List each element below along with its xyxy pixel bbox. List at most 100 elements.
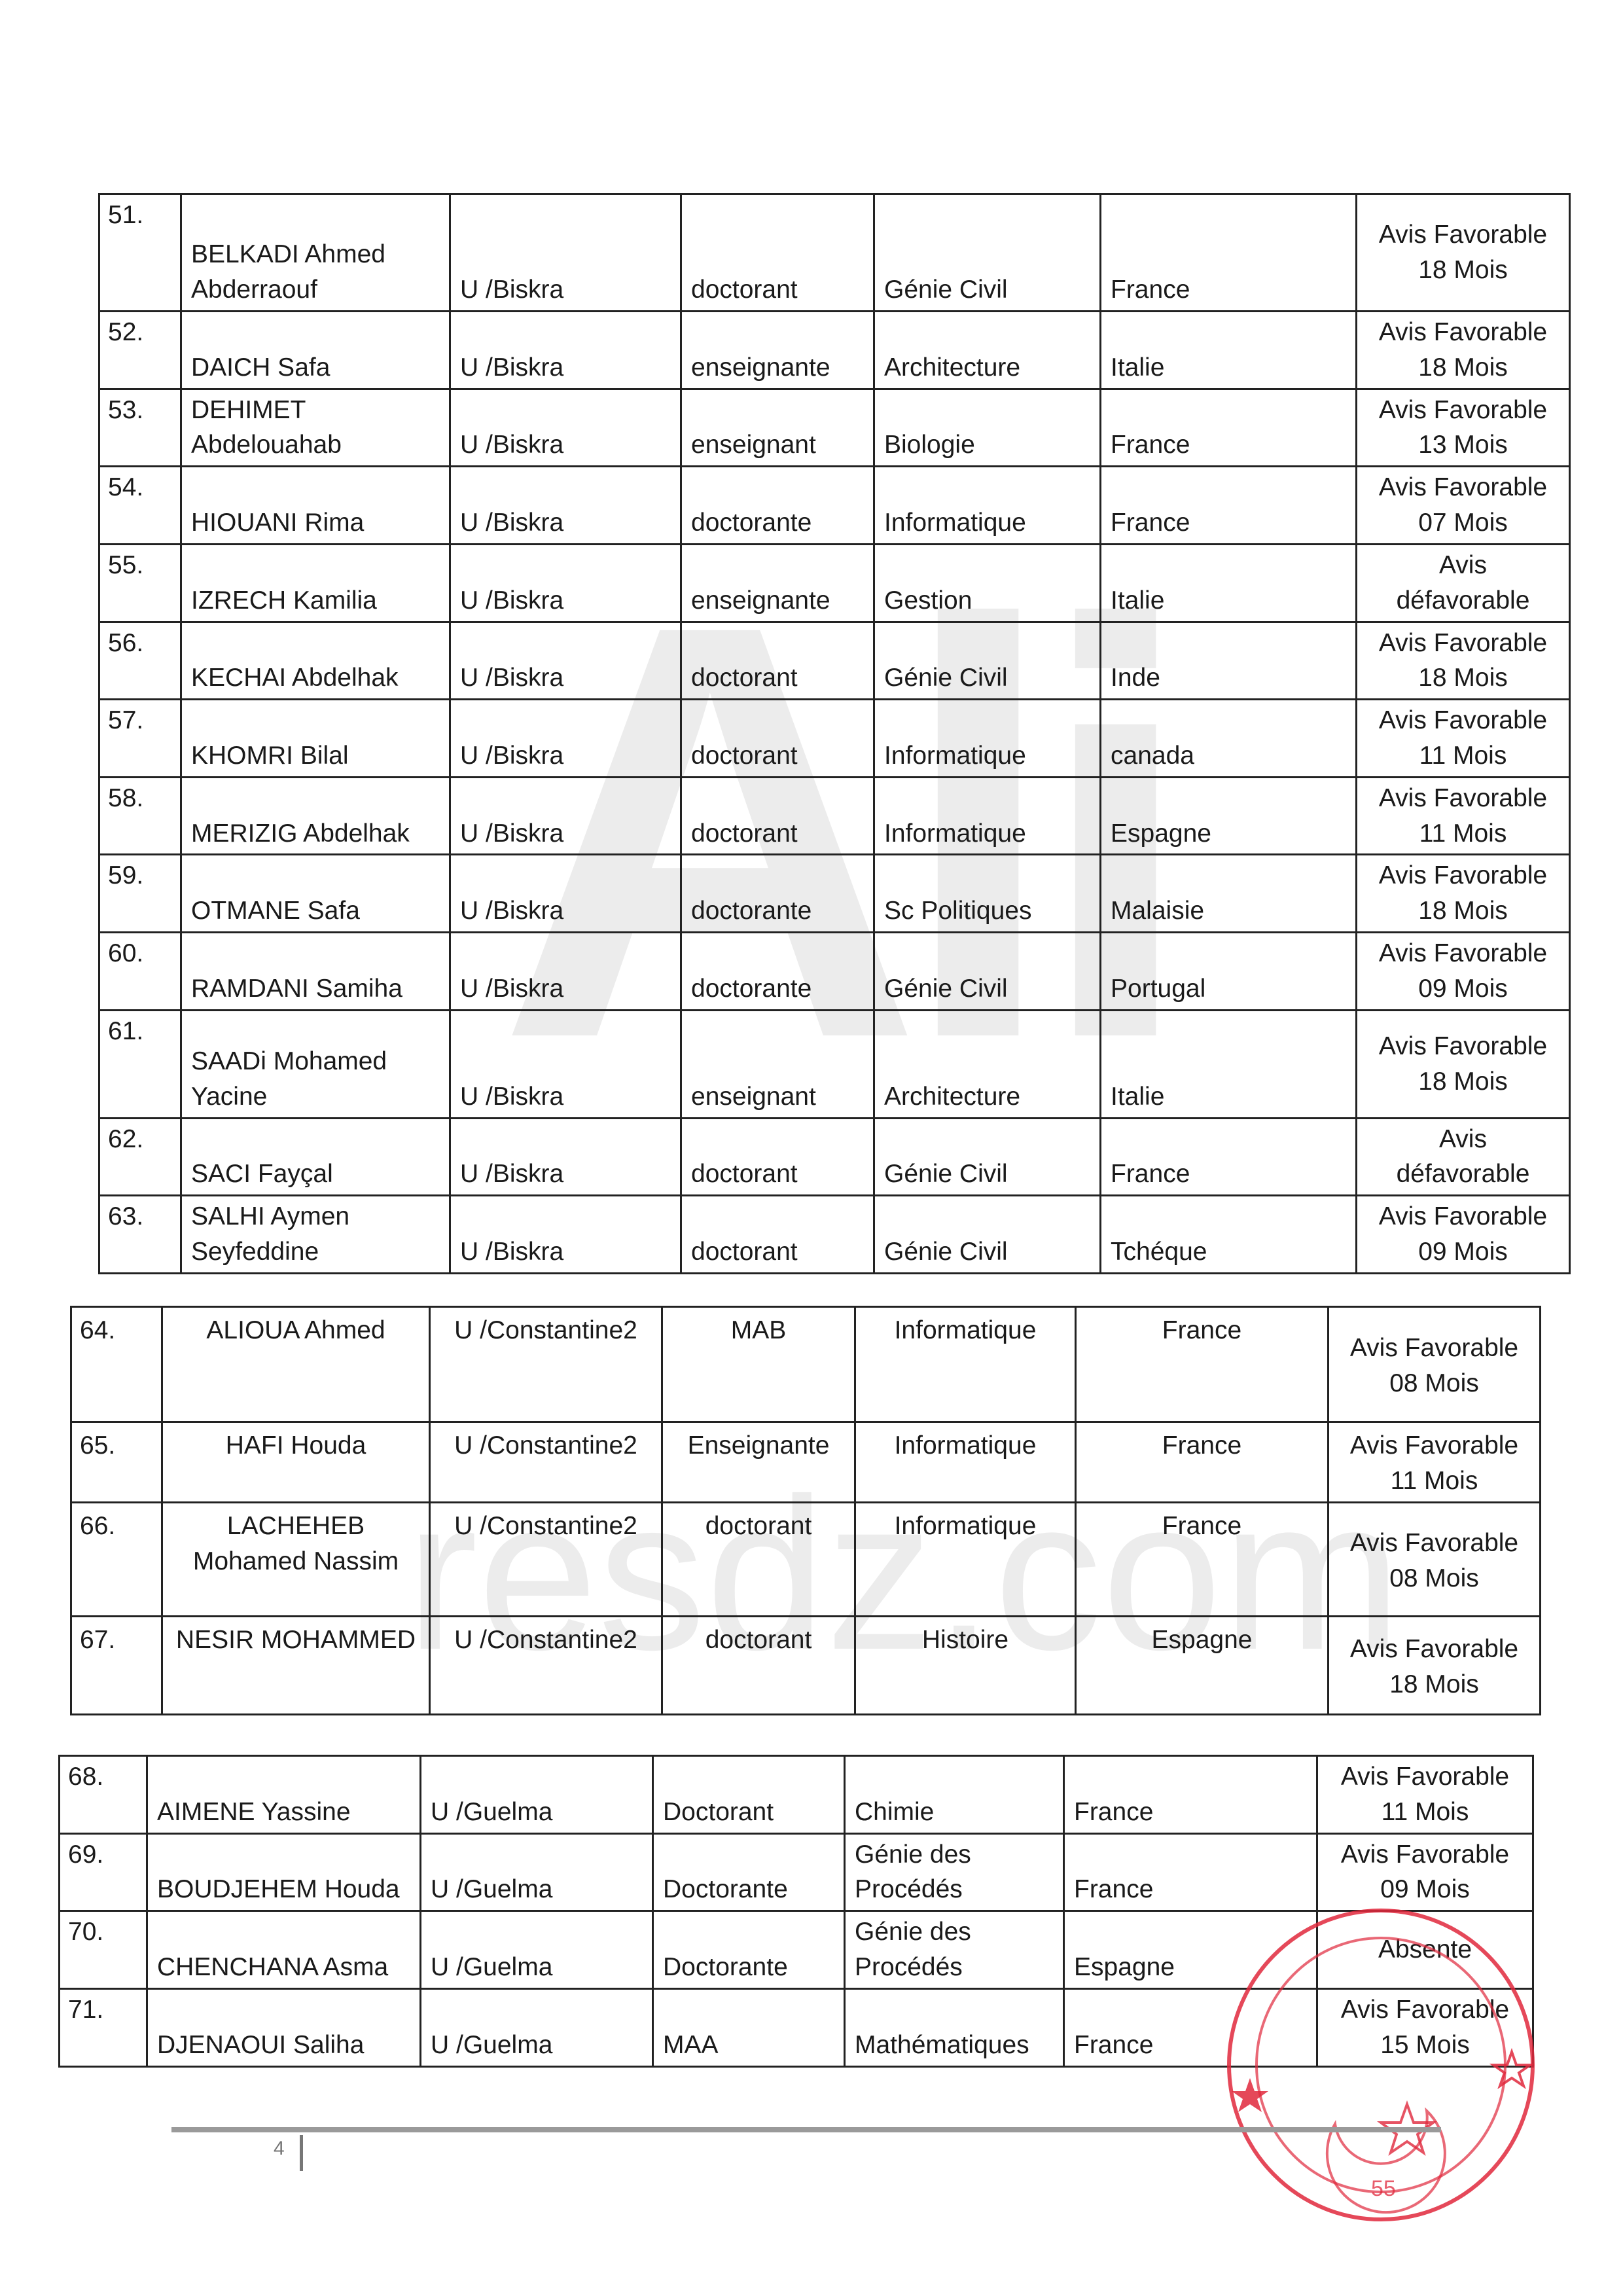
- table-row: 63. SALHI Aymen Seyfeddine U /Biskra doctor…: [98, 1194, 1571, 1274]
- name-cell: SAADi Mohamed Yacine: [180, 1009, 451, 1119]
- country-cell: Italie: [1099, 1009, 1357, 1119]
- university-cell: U /Biskra: [449, 1009, 682, 1119]
- university-cell: U /Guelma: [419, 1832, 654, 1912]
- table-row: 64. ALIOUA Ahmed U /Constantine2 MAB Informa…: [70, 1306, 1541, 1423]
- country-cell: Portugal: [1099, 931, 1357, 1011]
- table-constantine: 64. ALIOUA Ahmed U /Constantine2 MAB Informa…: [70, 1306, 1541, 1715]
- row-number: 63.: [98, 1194, 182, 1274]
- row-number: 65.: [70, 1421, 163, 1503]
- row-number: 69.: [58, 1832, 148, 1912]
- university-cell: U /Biskra: [449, 776, 682, 856]
- country-cell: France: [1099, 193, 1357, 312]
- name-cell: HAFI Houda: [161, 1421, 431, 1503]
- decision-cell: Avis Favorable 15 Mois: [1316, 1987, 1534, 2068]
- country-cell: Italie: [1099, 310, 1357, 390]
- table-row: 62. SACI Fayçal U /Biskra doctorant Génie Ci…: [98, 1117, 1571, 1197]
- table-row: 61. SAADi Mohamed Yacine U /Biskra enseigna…: [98, 1009, 1571, 1119]
- status-cell: MAB: [661, 1306, 856, 1423]
- table-row: 58. MERIZIG Abdelhak U /Biskra doctorant Inf…: [98, 776, 1571, 856]
- field-cell: Informatique: [854, 1306, 1077, 1423]
- university-cell: U /Guelma: [419, 1987, 654, 2068]
- status-cell: doctorante: [680, 465, 875, 545]
- field-cell: Informatique: [873, 776, 1101, 856]
- university-cell: U /Biskra: [449, 698, 682, 778]
- decision-cell: Avis Favorable 07 Mois: [1355, 465, 1571, 545]
- university-cell: U /Guelma: [419, 1755, 654, 1835]
- table-row: 51. BELKADI Ahmed Abderraouf U /Biskra doct…: [98, 193, 1571, 312]
- row-number: 61.: [98, 1009, 182, 1119]
- table-row: 59. OTMANE Safa U /Biskra doctorante Sc Poli…: [98, 853, 1571, 933]
- field-cell: Informatique: [873, 698, 1101, 778]
- table-biskra: 51. BELKADI Ahmed Abderraouf U /Biskra doct…: [98, 193, 1571, 1274]
- status-cell: doctorant: [680, 698, 875, 778]
- name-cell: RAMDANI Samiha: [180, 931, 451, 1011]
- country-cell: Espagne: [1099, 776, 1357, 856]
- field-cell: Chimie: [844, 1755, 1065, 1835]
- row-number: 66.: [70, 1501, 163, 1617]
- table-row: 57. KHOMRI Bilal U /Biskra doctorant Informa…: [98, 698, 1571, 778]
- table-row: 56. KECHAI Abdelhak U /Biskra doctorant Géni…: [98, 620, 1571, 701]
- university-cell: U /Constantine2: [429, 1421, 663, 1503]
- country-cell: France: [1099, 387, 1357, 468]
- table-row: 70. CHENCHANA Asma U /Guelma Doctorante Géni…: [58, 1910, 1534, 1990]
- country-cell: canada: [1099, 698, 1357, 778]
- stamp-number: 55: [1371, 2176, 1396, 2201]
- row-number: 62.: [98, 1117, 182, 1197]
- university-cell: U /Constantine2: [429, 1615, 663, 1715]
- table-row: 69. BOUDJEHEM Houda U /Guelma Doctorante Gén…: [58, 1832, 1534, 1912]
- field-cell: Génie Civil: [873, 931, 1101, 1011]
- row-number: 67.: [70, 1615, 163, 1715]
- row-number: 52.: [98, 310, 182, 390]
- field-cell: Gestion: [873, 543, 1101, 623]
- university-cell: U /Biskra: [449, 310, 682, 390]
- country-cell: France: [1063, 1832, 1318, 1912]
- name-cell: HIOUANI Rima: [180, 465, 451, 545]
- status-cell: doctorante: [680, 931, 875, 1011]
- decision-cell: Avis Favorable 11 Mois: [1355, 698, 1571, 778]
- decision-cell: Avis Favorable 08 Mois: [1327, 1501, 1541, 1617]
- country-cell: France: [1063, 1987, 1318, 2068]
- name-cell: SACI Fayçal: [180, 1117, 451, 1197]
- decision-cell: Avis Favorable 18 Mois: [1355, 193, 1571, 312]
- table-guelma: 68. AIMENE Yassine U /Guelma Doctorant Chimi…: [58, 1755, 1534, 2068]
- status-cell: enseignant: [680, 1009, 875, 1119]
- status-cell: enseignant: [680, 387, 875, 468]
- name-cell: AIMENE Yassine: [146, 1755, 421, 1835]
- field-cell: Informatique: [854, 1501, 1077, 1617]
- table-row: 71. DJENAOUI Saliha U /Guelma MAA Mathématiq…: [58, 1987, 1534, 2068]
- table-row: 55. IZRECH Kamilia U /Biskra enseignante Ges…: [98, 543, 1571, 623]
- name-cell: DJENAOUI Saliha: [146, 1987, 421, 2068]
- row-number: 60.: [98, 931, 182, 1011]
- status-cell: doctorant: [661, 1501, 856, 1617]
- table-row: 65. HAFI Houda U /Constantine2 Enseignante I…: [70, 1421, 1541, 1503]
- decision-cell: Avis défavorable: [1355, 1117, 1571, 1197]
- status-cell: doctorant: [680, 1194, 875, 1274]
- name-cell: KECHAI Abdelhak: [180, 620, 451, 701]
- name-cell: SALHI Aymen Seyfeddine: [180, 1194, 451, 1274]
- name-cell: BOUDJEHEM Houda: [146, 1832, 421, 1912]
- row-number: 68.: [58, 1755, 148, 1835]
- university-cell: U /Biskra: [449, 620, 682, 701]
- field-cell: Architecture: [873, 310, 1101, 390]
- name-cell: NESIR MOHAMMED: [161, 1615, 431, 1715]
- university-cell: U /Biskra: [449, 387, 682, 468]
- field-cell: Sc Politiques: [873, 853, 1101, 933]
- decision-cell: Avis Favorable 18 Mois: [1327, 1615, 1541, 1715]
- decision-cell: Avis Favorable 18 Mois: [1355, 310, 1571, 390]
- field-cell: Génie Civil: [873, 193, 1101, 312]
- university-cell: U /Biskra: [449, 1117, 682, 1197]
- row-number: 55.: [98, 543, 182, 623]
- decision-cell: Avis Favorable 13 Mois: [1355, 387, 1571, 468]
- field-cell: Génie Civil: [873, 620, 1101, 701]
- university-cell: U /Biskra: [449, 931, 682, 1011]
- university-cell: U /Biskra: [449, 543, 682, 623]
- status-cell: doctorant: [680, 620, 875, 701]
- row-number: 58.: [98, 776, 182, 856]
- status-cell: doctorante: [680, 853, 875, 933]
- decision-cell: Avis Favorable 09 Mois: [1355, 931, 1571, 1011]
- footer-divider: [171, 2127, 1441, 2132]
- table-row: 68. AIMENE Yassine U /Guelma Doctorant Chimi…: [58, 1755, 1534, 1835]
- university-cell: U /Biskra: [449, 1194, 682, 1274]
- decision-cell: Avis défavorable: [1355, 543, 1571, 623]
- field-cell: Génie Civil: [873, 1194, 1101, 1274]
